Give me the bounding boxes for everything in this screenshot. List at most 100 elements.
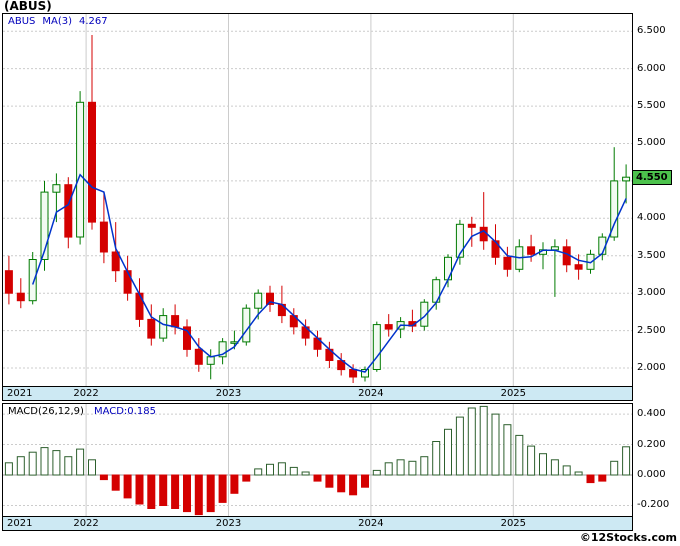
macd-bar bbox=[159, 474, 168, 506]
macd-value-label: MACD:0.185 bbox=[93, 406, 156, 417]
price-axis-tick: 3.000 bbox=[637, 287, 666, 298]
macd-bar bbox=[384, 462, 393, 476]
macd-bar bbox=[479, 405, 488, 476]
candle-body bbox=[550, 246, 559, 251]
candle-body bbox=[135, 292, 144, 320]
macd-axis-tick: 0.000 bbox=[637, 469, 666, 480]
price-axis-tick: 5.000 bbox=[637, 137, 666, 148]
macd-bar bbox=[610, 460, 619, 476]
macd-bar bbox=[266, 463, 274, 476]
x-axis-year-label: 2025 bbox=[500, 388, 527, 399]
macd-bar bbox=[503, 424, 512, 476]
price-axis-tick: 2.000 bbox=[637, 362, 666, 373]
macd-bar bbox=[99, 474, 108, 481]
x-axis-year-label: 2022 bbox=[73, 518, 99, 529]
macd-bar bbox=[230, 474, 239, 494]
macd-bar bbox=[111, 474, 120, 491]
page-title: (ABUS) bbox=[4, 0, 52, 13]
candle-body bbox=[444, 256, 452, 281]
candle-body bbox=[76, 101, 85, 238]
candle-body bbox=[40, 191, 49, 261]
macd-bar bbox=[372, 469, 381, 476]
last-price-tag: 4.550 bbox=[632, 170, 672, 185]
symbol-label: ABUS bbox=[8, 16, 36, 27]
candle-body bbox=[16, 292, 25, 302]
macd-bar bbox=[467, 407, 476, 476]
x-axis-year-label: 2021 bbox=[7, 518, 33, 529]
candle-body bbox=[123, 270, 132, 294]
candle-body bbox=[361, 369, 369, 378]
candle-body bbox=[491, 240, 500, 258]
ma-value: 4.267 bbox=[79, 16, 108, 27]
ma3-line bbox=[31, 173, 627, 373]
candle-body bbox=[52, 184, 61, 193]
candle-body bbox=[266, 292, 274, 305]
candle-body bbox=[372, 324, 381, 371]
macd-bar bbox=[337, 474, 346, 493]
macd-bar bbox=[28, 451, 37, 476]
macd-bar bbox=[527, 445, 536, 476]
candle-body bbox=[420, 301, 429, 327]
x-axis-year-label: 2023 bbox=[215, 518, 242, 529]
macd-bar bbox=[4, 462, 13, 476]
candle-body bbox=[527, 246, 536, 255]
macd-bar bbox=[277, 462, 286, 476]
macd-bar bbox=[408, 460, 417, 476]
macd-bar bbox=[64, 456, 73, 476]
price-chart-legend: ABUS MA(3) 4.267 bbox=[8, 16, 115, 27]
candle-body bbox=[28, 259, 37, 302]
macd-bar bbox=[194, 474, 203, 516]
macd-bar bbox=[349, 474, 358, 496]
x-axis-year-label: 2021 bbox=[7, 388, 33, 399]
candle-body bbox=[610, 180, 619, 238]
macd-bar bbox=[562, 465, 571, 476]
macd-bar bbox=[550, 459, 559, 476]
candle-body bbox=[99, 221, 108, 253]
x-axis-year-label: 2024 bbox=[358, 388, 384, 399]
macd-bar bbox=[420, 456, 429, 476]
macd-bar bbox=[301, 471, 310, 476]
macd-bar bbox=[52, 450, 61, 476]
x-axis-year-label: 2025 bbox=[500, 518, 527, 529]
macd-bar bbox=[123, 474, 132, 499]
macd-axis-tick: 0.200 bbox=[637, 439, 666, 450]
macd-bar bbox=[598, 474, 607, 482]
candle-body bbox=[194, 348, 203, 365]
macd-bar bbox=[16, 456, 25, 476]
macd-bar bbox=[444, 428, 452, 476]
macd-bar bbox=[147, 474, 156, 509]
price-x-axis-strip: 2021 2022 2023 2024 2025 bbox=[3, 386, 632, 400]
candle-body bbox=[349, 369, 358, 378]
candle-body bbox=[622, 176, 631, 182]
macd-bar bbox=[76, 448, 85, 476]
price-y-axis: 6.500 6.000 5.500 5.000 4.000 3.500 3.000 2.500… bbox=[634, 13, 680, 401]
candle-body bbox=[254, 292, 263, 309]
x-axis-year-label: 2022 bbox=[73, 388, 99, 399]
macd-bar bbox=[88, 459, 96, 476]
macd-axis-tick: -0.200 bbox=[637, 499, 670, 510]
price-axis-tick: 4.000 bbox=[637, 212, 666, 223]
price-axis-tick: 3.500 bbox=[637, 250, 666, 261]
candle-body bbox=[467, 223, 476, 228]
candle-body bbox=[4, 270, 13, 294]
macd-x-axis-strip: 2021 2022 2023 2024 2025 bbox=[3, 516, 632, 530]
price-chart-canvas bbox=[3, 14, 632, 386]
macd-y-axis: 0.400 0.200 0.000 -0.200 bbox=[634, 403, 680, 531]
macd-bar bbox=[183, 474, 191, 513]
macd-bar bbox=[254, 468, 263, 476]
candle-body bbox=[206, 356, 215, 365]
candle-body bbox=[171, 315, 180, 328]
candle-body bbox=[88, 101, 96, 223]
price-axis-tick: 6.000 bbox=[637, 63, 666, 74]
ma-label: MA(3) bbox=[42, 16, 73, 27]
macd-bar bbox=[325, 474, 334, 488]
macd-bar bbox=[491, 413, 500, 476]
candle-body bbox=[159, 315, 168, 339]
candle-body bbox=[574, 264, 583, 270]
candle-body bbox=[183, 326, 191, 350]
macd-bar bbox=[313, 474, 322, 482]
price-axis-tick: 6.500 bbox=[637, 25, 666, 36]
macd-bar bbox=[455, 416, 464, 476]
macd-legend: MACD(26,12,9) MACD:0.185 bbox=[8, 406, 166, 417]
